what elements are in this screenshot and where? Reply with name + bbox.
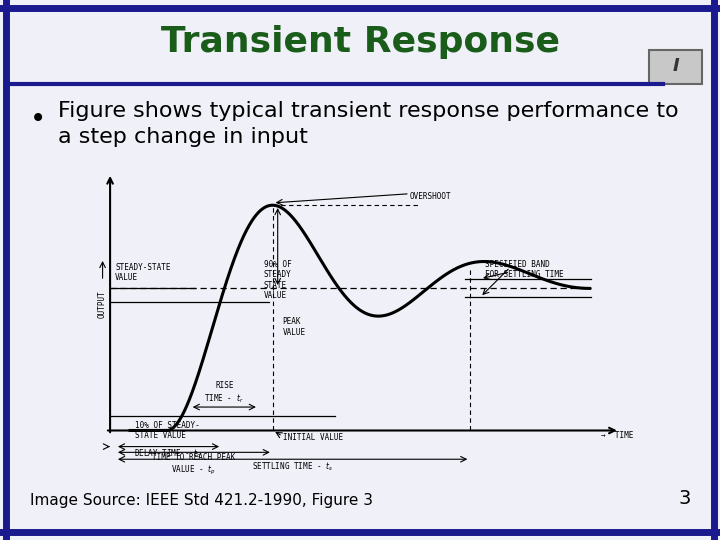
Text: TIME TO REACH PEAK
VALUE - $t_p$: TIME TO REACH PEAK VALUE - $t_p$ bbox=[152, 454, 235, 477]
Text: OVERSHOOT: OVERSHOOT bbox=[410, 192, 451, 200]
Text: OUTPUT: OUTPUT bbox=[98, 290, 107, 318]
Text: SPECIFIED BAND
FOR SETTLING TIME: SPECIFIED BAND FOR SETTLING TIME bbox=[485, 260, 564, 279]
Text: 90% OF
STEADY
STATE
VALUE: 90% OF STEADY STATE VALUE bbox=[264, 260, 292, 300]
Text: PEAK
VALUE: PEAK VALUE bbox=[283, 318, 306, 337]
Text: →  TIME: → TIME bbox=[600, 430, 633, 440]
Bar bbox=[649, 50, 701, 84]
Text: DELAY TIME - $t_d$: DELAY TIME - $t_d$ bbox=[135, 448, 202, 460]
Text: •: • bbox=[30, 105, 46, 132]
Text: 3: 3 bbox=[679, 489, 691, 508]
Text: INITIAL VALUE: INITIAL VALUE bbox=[283, 433, 343, 442]
Text: 10% OF STEADY-
STATE VALUE: 10% OF STEADY- STATE VALUE bbox=[135, 421, 200, 440]
Text: RISE
TIME - $t_r$: RISE TIME - $t_r$ bbox=[204, 381, 244, 405]
Text: Transient Response: Transient Response bbox=[161, 25, 560, 59]
Text: STEADY-STATE
VALUE: STEADY-STATE VALUE bbox=[115, 263, 171, 282]
Text: SETTLING TIME - $t_s$: SETTLING TIME - $t_s$ bbox=[252, 461, 333, 473]
Text: a step change in input: a step change in input bbox=[58, 127, 307, 147]
Text: Figure shows typical transient response performance to: Figure shows typical transient response … bbox=[58, 101, 678, 121]
Text: Image Source: IEEE Std 421.2-1990, Figure 3: Image Source: IEEE Std 421.2-1990, Figur… bbox=[30, 494, 373, 508]
Text: I: I bbox=[672, 57, 679, 76]
